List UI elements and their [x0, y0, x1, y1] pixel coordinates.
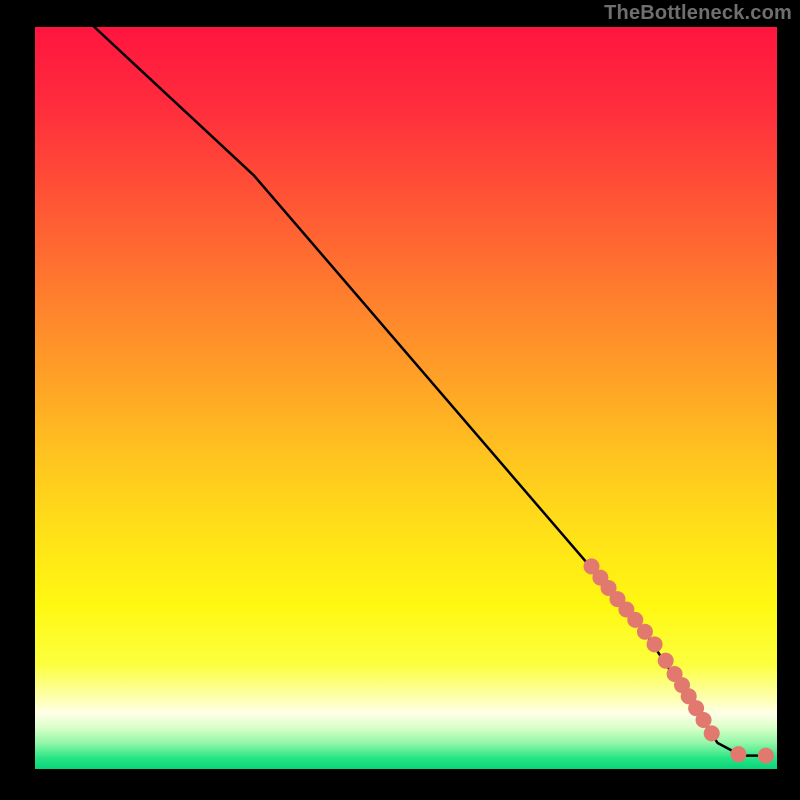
data-marker [730, 746, 746, 762]
data-marker [758, 748, 774, 764]
attribution-watermark: TheBottleneck.com [604, 2, 792, 25]
data-marker [704, 725, 720, 741]
data-marker [647, 636, 663, 652]
data-marker [658, 653, 674, 669]
chart-svg [0, 0, 800, 800]
data-marker [637, 624, 653, 640]
chart-canvas: TheBottleneck.com [0, 0, 800, 800]
data-marker [696, 712, 712, 728]
